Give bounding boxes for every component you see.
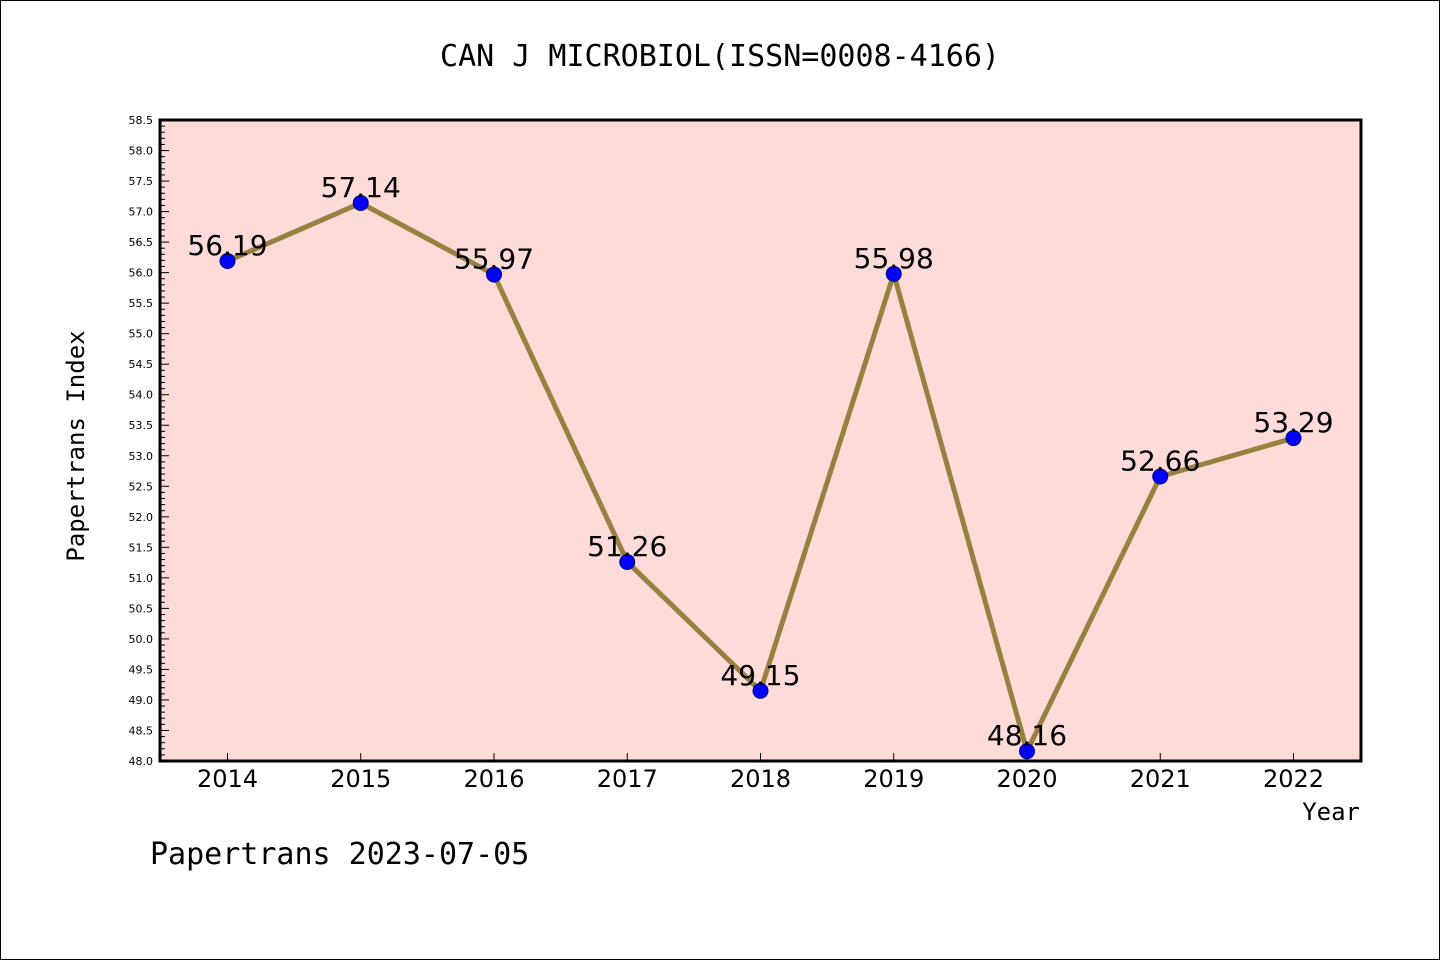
y-tick-label: 50.5 (129, 602, 154, 615)
y-tick-label: 51.0 (129, 572, 154, 585)
y-tick-label: 55.5 (129, 297, 154, 310)
x-tick-label: 2020 (996, 765, 1057, 793)
plot-border (158, 118, 1363, 763)
plot-area (160, 120, 1361, 761)
data-point (1019, 743, 1035, 760)
data-point (352, 195, 369, 212)
y-axis-title: Papertrans Index (62, 330, 90, 561)
y-tick-label: 52.0 (129, 511, 154, 524)
data-label: 53.29 (1253, 406, 1333, 439)
x-tick-label: 2022 (1263, 765, 1324, 793)
y-tick-label: 49.5 (129, 663, 154, 676)
data-point (752, 682, 769, 699)
y-tick-label: 58.5 (129, 114, 154, 127)
y-tick-label: 53.5 (129, 419, 154, 432)
data-point (1285, 430, 1302, 447)
y-tick-label: 49.0 (129, 694, 154, 707)
y-tick-label: 56.5 (129, 236, 154, 249)
data-label: 56.19 (187, 229, 267, 262)
y-tick-label: 55.0 (129, 328, 154, 341)
y-tick-label: 53.0 (129, 450, 154, 463)
x-tick-label: 2016 (463, 765, 524, 793)
data-point (1152, 468, 1169, 485)
y-tick-label: 52.5 (129, 480, 154, 493)
data-label: 48.16 (987, 719, 1067, 752)
data-point (486, 266, 502, 283)
data-label: 51.26 (587, 530, 667, 563)
data-label: 55.97 (454, 242, 534, 275)
data-point (619, 553, 636, 570)
x-axis: 2014 2015 2016 2017 2018 2019 2020 2021 2022 (197, 753, 1324, 793)
y-tick-label: 54.5 (129, 358, 154, 371)
data-label: 55.98 (854, 242, 934, 275)
data-series: 56.19 57.14 55.97 51.26 49.15 55.98 48.16 52.66… (187, 171, 1334, 760)
x-tick-label: 2014 (197, 765, 258, 793)
x-tick-label: 2017 (597, 765, 658, 793)
x-tick-label: 2019 (863, 765, 924, 793)
data-point (885, 265, 902, 282)
data-point (219, 253, 236, 270)
y-tick-label: 57.0 (129, 206, 154, 219)
footer-text: Papertrans 2023-07-05 (150, 837, 529, 872)
x-tick-label: 2021 (1130, 765, 1191, 793)
y-tick-label: 58.0 (129, 145, 154, 158)
y-tick-label: 48.0 (129, 755, 154, 768)
y-tick-label: 54.0 (129, 389, 154, 402)
data-label: 52.66 (1120, 445, 1200, 478)
data-label: 49.15 (720, 659, 800, 692)
data-label: 57.14 (321, 171, 401, 204)
y-tick-label: 50.0 (129, 633, 154, 646)
chart-title: CAN J MICROBIOL(ISSN=0008-4166) (440, 39, 1000, 74)
y-tick-label: 56.0 (129, 267, 154, 280)
y-tick-label: 57.5 (129, 175, 154, 188)
x-tick-label: 2015 (330, 765, 391, 793)
y-tick-label: 48.5 (129, 724, 154, 737)
x-axis-title: Year (1302, 798, 1360, 826)
x-tick-label: 2018 (730, 765, 791, 793)
y-tick-label: 51.5 (129, 541, 154, 554)
